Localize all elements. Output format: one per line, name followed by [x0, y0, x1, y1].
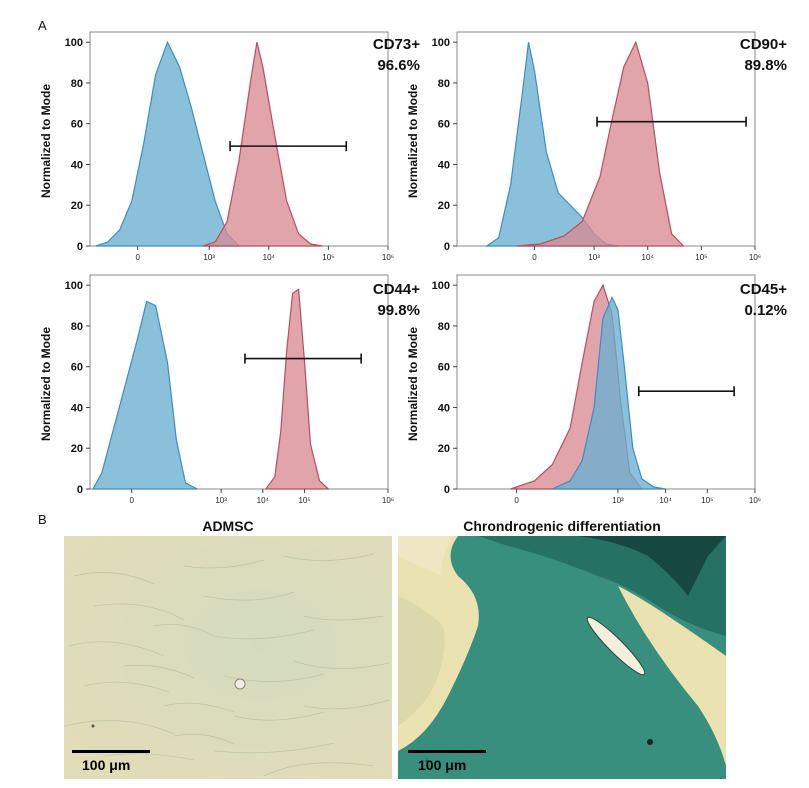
y-tick-label: 40 — [438, 159, 450, 171]
histogram-isotype — [92, 300, 198, 490]
x-tick-label: 10⁵ — [695, 253, 707, 262]
y-tick-label: 0 — [77, 241, 83, 253]
y-tick-label: 20 — [71, 443, 83, 455]
y-tick-label: 0 — [77, 484, 83, 496]
x-tick-label: 10⁴ — [642, 253, 655, 262]
y-tick-label: 60 — [438, 119, 450, 131]
y-tick-label: 80 — [71, 78, 83, 90]
y-tick-label: 100 — [65, 37, 83, 49]
x-tick-label: 10⁶ — [749, 253, 761, 262]
y-tick-label: 0 — [444, 484, 450, 496]
histogram-cd73: Normalized to Mode 0 20 40 60 80 100 0 10³ 10⁴ 10… — [38, 18, 428, 263]
y-tick-label: 80 — [438, 78, 450, 90]
histogram-stained — [203, 42, 323, 247]
marker-name: CD73+ — [372, 36, 420, 53]
y-tick-label: 60 — [71, 362, 83, 374]
alcian-blue-stain — [398, 536, 726, 779]
marker-name: CD90+ — [739, 36, 787, 53]
micrograph-admsc: 100 μm — [64, 536, 392, 779]
micrograph-title-chondrogenic: Chrondrogenic differentiation — [463, 518, 661, 534]
y-tick-label: 40 — [438, 402, 450, 414]
histogram-isotype — [95, 40, 241, 247]
y-tick-label: 40 — [71, 159, 83, 171]
marker-label: CD90+ 89.8% — [740, 34, 787, 76]
marker-percent: 89.8% — [744, 57, 787, 74]
marker-name: CD45+ — [739, 281, 787, 298]
x-tick-label: 10³ — [215, 496, 227, 505]
scale-bar-label: 100 μm — [82, 757, 131, 773]
scale-bar — [72, 750, 150, 753]
marker-label: CD73+ 96.6% — [373, 34, 420, 76]
y-tick-label: 0 — [444, 241, 450, 253]
y-tick-label: 100 — [65, 280, 83, 292]
x-tick-label: 10⁴ — [659, 496, 672, 505]
x-tick-label: 10⁵ — [701, 496, 713, 505]
x-tick-label: 10⁵ — [298, 496, 310, 505]
histogram-plot: 0 20 40 60 80 100 0 10³ 10⁴ 10⁵ 10⁶ — [65, 31, 394, 262]
marker-label: CD45+ 0.12% — [740, 279, 787, 321]
scale-bar-label: 100 μm — [418, 757, 467, 773]
x-tick-label: 10⁴ — [257, 496, 270, 505]
y-tick-label: 20 — [438, 200, 450, 212]
x-tick-label: 0 — [135, 253, 140, 262]
marker-name: CD44+ — [372, 281, 420, 298]
histogram-stained — [264, 288, 330, 490]
y-tick-label: 80 — [71, 321, 83, 333]
x-tick-label: 10⁵ — [322, 253, 334, 262]
histogram-plot: 0 20 40 60 80 100 0 10³ 10⁴ 10⁵ 10⁶ — [432, 31, 761, 262]
histogram-cd44: Normalized to Mode 0 20 40 60 80 100 0 10³ 10⁴ 10… — [38, 261, 428, 506]
x-tick-label: 0 — [514, 496, 519, 505]
panel-label-b: B — [38, 512, 47, 527]
marker-percent: 99.8% — [377, 302, 420, 319]
y-tick-label: 60 — [438, 362, 450, 374]
y-tick-label: 80 — [438, 321, 450, 333]
y-tick-label: 60 — [71, 119, 83, 131]
x-tick-label: 0 — [532, 253, 537, 262]
x-tick-label: 10⁶ — [382, 496, 394, 505]
micrograph-chondrogenic: 100 μm — [398, 536, 726, 779]
histogram-stained — [516, 40, 685, 247]
x-tick-label: 10⁴ — [263, 253, 276, 262]
y-tick-label: 100 — [432, 280, 450, 292]
micrograph-title-admsc: ADMSC — [202, 518, 254, 534]
x-tick-label: 0 — [129, 496, 134, 505]
histogram-cd45: Normalized to Mode 0 20 40 60 80 100 0 10³ 10⁴ 10… — [405, 261, 795, 506]
marker-label: CD44+ 99.8% — [373, 279, 420, 321]
y-tick-label: 20 — [438, 443, 450, 455]
histogram-cd90: Normalized to Mode 0 20 40 60 80 100 0 10³ 10⁴ 10… — [405, 18, 795, 263]
y-tick-label: 100 — [432, 37, 450, 49]
panel-label-a: A — [38, 18, 47, 33]
x-tick-label: 10⁶ — [749, 496, 761, 505]
admsc-cell-texture — [64, 536, 392, 779]
histogram-plot: 0 20 40 60 80 100 0 10³ 10⁴ 10⁵ 10⁶ — [432, 274, 761, 505]
y-tick-label: 20 — [71, 200, 83, 212]
y-tick-label: 40 — [71, 402, 83, 414]
x-tick-label: 10³ — [588, 253, 600, 262]
histogram-plot: 0 20 40 60 80 100 0 10³ 10⁴ 10⁵ 10⁶ — [65, 274, 394, 505]
plot-frame — [89, 274, 389, 490]
marker-percent: 0.12% — [744, 302, 787, 319]
x-tick-label: 10³ — [203, 253, 215, 262]
marker-percent: 96.6% — [377, 57, 420, 74]
x-tick-label: 10³ — [612, 496, 624, 505]
scale-bar — [408, 750, 486, 753]
histogram-isotype — [552, 295, 666, 490]
x-tick-label: 10⁶ — [382, 253, 394, 262]
